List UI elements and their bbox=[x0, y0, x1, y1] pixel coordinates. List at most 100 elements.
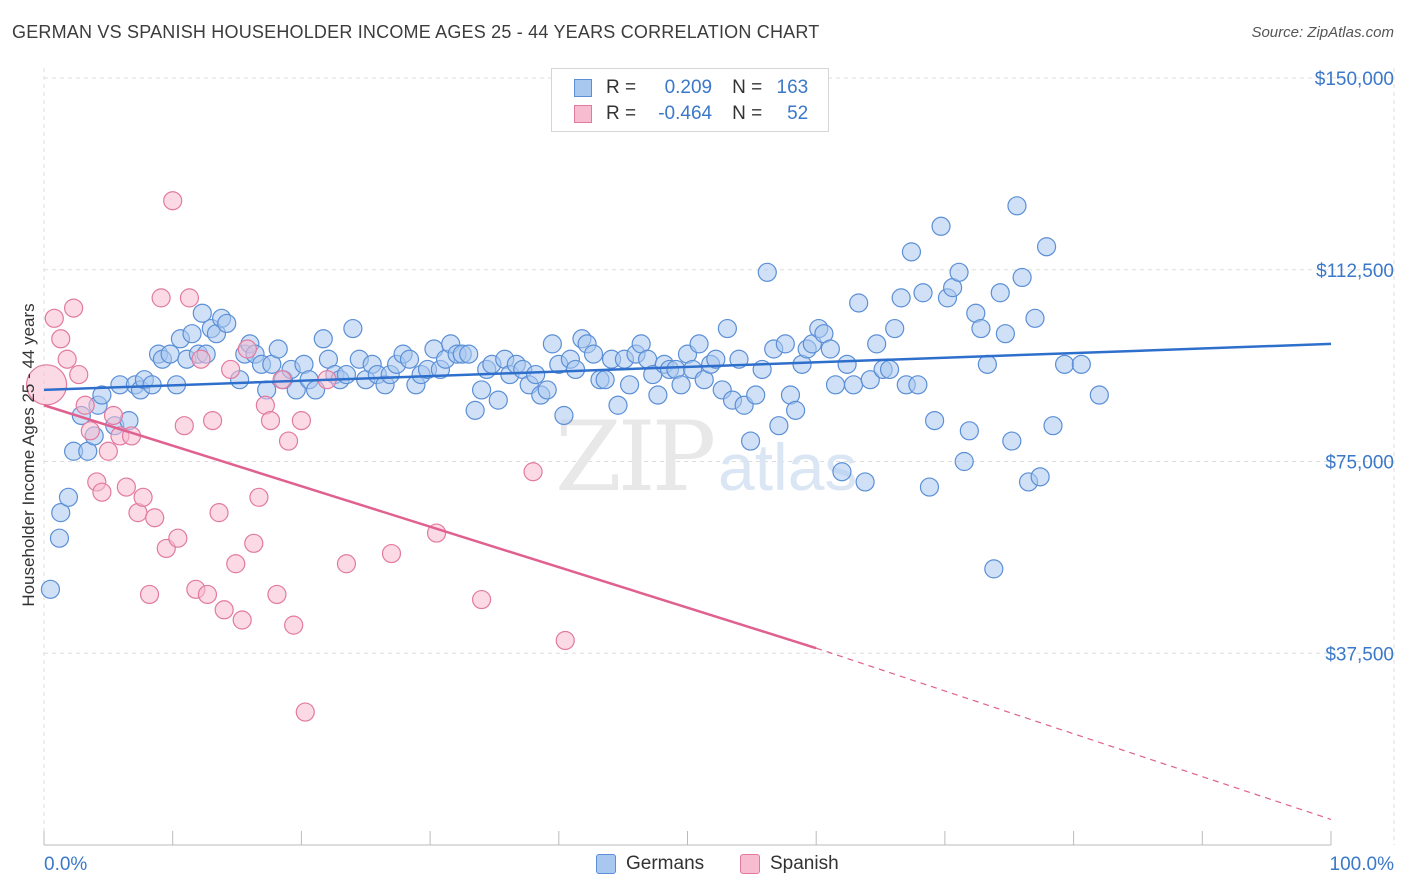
germans-point bbox=[1071, 354, 1091, 374]
spanish-point bbox=[103, 405, 124, 426]
germans-point bbox=[671, 375, 691, 395]
stats-legend: R = 0.209 N = 163 R = -0.464 N = 52 bbox=[551, 68, 829, 132]
spanish-point bbox=[92, 482, 112, 502]
germans-point bbox=[471, 380, 492, 400]
chart-title: GERMAN VS SPANISH HOUSEHOLDER INCOME AGE… bbox=[12, 22, 820, 42]
germans-point bbox=[1036, 237, 1057, 257]
y-axis-label: Householder Income Ages 25 - 44 years bbox=[19, 303, 38, 606]
spanish-point bbox=[133, 487, 153, 507]
spanish-point bbox=[278, 431, 299, 451]
chart-source: Source: ZipAtlas.com bbox=[1251, 24, 1394, 41]
germans-point bbox=[160, 344, 180, 364]
germans-point bbox=[595, 370, 615, 390]
tick-labels: $37,500 $75,000 $112,500 $150,000 0.0% 100.0% bbox=[44, 69, 1394, 875]
spanish-points bbox=[25, 191, 575, 722]
germans-points bbox=[40, 196, 1109, 599]
germans-point bbox=[1043, 416, 1063, 436]
spanish-point bbox=[75, 395, 95, 415]
spanish-point bbox=[291, 410, 311, 431]
spanish-swatch bbox=[740, 854, 760, 874]
y-tick-label: $112,500 bbox=[1316, 261, 1394, 282]
germans-point bbox=[757, 262, 777, 282]
legend-item-spanish[interactable]: Spanish bbox=[740, 852, 839, 876]
legend-n-value: 163 bbox=[776, 77, 809, 98]
germans-point bbox=[786, 400, 806, 420]
germans-point bbox=[268, 339, 288, 359]
spanish-point bbox=[202, 410, 223, 431]
germans-point bbox=[1089, 385, 1109, 405]
germans-point bbox=[399, 349, 420, 369]
germans-point bbox=[1054, 354, 1075, 374]
germans-point bbox=[913, 283, 933, 303]
germans-point bbox=[40, 579, 61, 599]
spanish-point bbox=[116, 477, 136, 497]
spanish-point bbox=[168, 528, 188, 548]
germans-point bbox=[919, 477, 940, 497]
legend-n-label: N = bbox=[732, 77, 763, 98]
trend-lines bbox=[43, 342, 1332, 821]
germans-point bbox=[740, 431, 761, 451]
spanish-point bbox=[209, 503, 229, 523]
legend-swatch-spanish bbox=[574, 105, 592, 123]
germans-point bbox=[949, 262, 969, 282]
spanish-label: Spanish bbox=[770, 853, 839, 874]
spanish-point bbox=[284, 615, 304, 635]
germans-point bbox=[92, 385, 112, 405]
spanish-point bbox=[191, 349, 211, 369]
spanish-point bbox=[555, 630, 575, 651]
germans-point bbox=[192, 303, 212, 323]
germans-point bbox=[49, 528, 70, 548]
axes bbox=[43, 831, 1332, 846]
legend-n-value: 52 bbox=[787, 103, 809, 124]
germans-point bbox=[769, 416, 789, 436]
germans-point bbox=[885, 318, 905, 339]
germans-point bbox=[526, 364, 546, 385]
germans-point bbox=[990, 283, 1010, 303]
legend-swatch-germans bbox=[574, 79, 592, 97]
germans-point bbox=[554, 405, 574, 426]
germans-point bbox=[832, 462, 852, 482]
legend-r-label: R = bbox=[606, 103, 637, 124]
spanish-point bbox=[163, 191, 183, 211]
y-tick-label: $37,500 bbox=[1325, 644, 1394, 665]
spanish-point bbox=[336, 554, 357, 574]
spanish-point bbox=[260, 410, 281, 431]
spanish-point bbox=[381, 543, 402, 564]
germans-point bbox=[343, 318, 363, 339]
germans-point bbox=[860, 370, 880, 390]
spanish-trend-line bbox=[43, 404, 817, 650]
spanish-point bbox=[295, 702, 315, 722]
germans-point bbox=[775, 334, 795, 354]
spanish-point bbox=[471, 589, 492, 610]
germans-point bbox=[542, 334, 562, 354]
germans-point bbox=[959, 421, 979, 441]
germans-point bbox=[465, 400, 485, 420]
germans-point bbox=[995, 324, 1015, 344]
germans-point bbox=[867, 334, 887, 354]
spanish-point bbox=[249, 487, 269, 507]
germans-point bbox=[1002, 431, 1022, 451]
legend-item-germans[interactable]: Germans bbox=[596, 852, 704, 876]
germans-point bbox=[879, 359, 900, 380]
spanish-point bbox=[237, 339, 257, 359]
germans-point bbox=[825, 375, 846, 395]
spanish-point bbox=[179, 288, 200, 308]
germans-point bbox=[843, 375, 864, 395]
germans-point bbox=[459, 344, 479, 364]
y-tick-label: $150,000 bbox=[1315, 69, 1394, 90]
spanish-point bbox=[44, 308, 64, 328]
germans-point bbox=[1025, 308, 1045, 328]
spanish-point bbox=[244, 533, 264, 553]
germans-point bbox=[608, 395, 628, 415]
germans-point bbox=[901, 242, 922, 262]
germans-point bbox=[706, 349, 726, 369]
x-tick-label: 0.0% bbox=[44, 854, 87, 875]
spanish-point bbox=[69, 364, 89, 385]
spanish-trend-extension bbox=[816, 647, 1332, 821]
spanish-point bbox=[57, 349, 77, 369]
spanish-point bbox=[145, 508, 165, 528]
spanish-point bbox=[80, 421, 100, 441]
germans-point bbox=[1012, 267, 1032, 288]
germans-point bbox=[619, 375, 640, 395]
